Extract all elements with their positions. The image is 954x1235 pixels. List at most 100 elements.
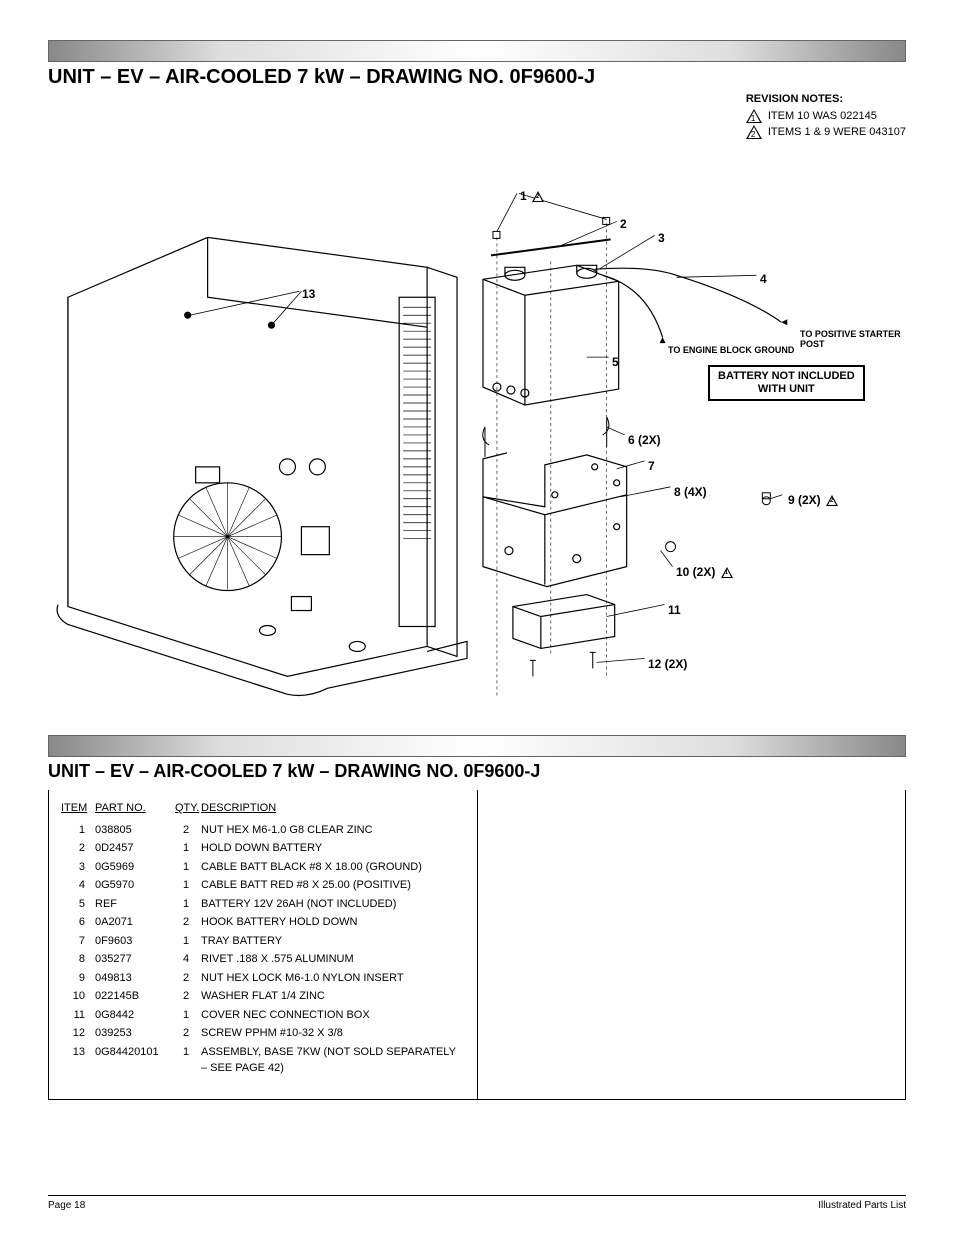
parts-cell: 9 bbox=[61, 969, 95, 988]
parts-cell: COVER NEC CONNECTION BOX bbox=[201, 1006, 465, 1025]
parts-cell: 1 bbox=[175, 858, 201, 877]
parts-cell: 6 bbox=[61, 913, 95, 932]
callout-5: 5 bbox=[612, 355, 619, 369]
parts-cell: SCREW PPHM #10-32 X 3/8 bbox=[201, 1024, 465, 1043]
parts-cell: 2 bbox=[175, 821, 201, 840]
callout-10: 10 (2X) 1 bbox=[676, 565, 735, 579]
parts-cell: 1 bbox=[175, 839, 201, 858]
list-title: UNIT – EV – AIR-COOLED 7 kW – DRAWING NO… bbox=[48, 761, 906, 782]
parts-cell: 1 bbox=[175, 895, 201, 914]
parts-column-left: ITEMPART NO.QTY.DESCRIPTION 10388052NUT … bbox=[49, 790, 477, 1099]
diagram-svg bbox=[48, 97, 906, 717]
table-row: 120392532SCREW PPHM #10-32 X 3/8 bbox=[61, 1024, 465, 1043]
footer-left: Page 18 bbox=[48, 1200, 85, 1211]
callout-9: 9 (2X) 2 bbox=[788, 493, 840, 507]
parts-cell: 0G5970 bbox=[95, 876, 175, 895]
parts-cell: BATTERY 12V 26AH (NOT INCLUDED) bbox=[201, 895, 465, 914]
callout-12: 12 (2X) bbox=[648, 657, 687, 671]
callout-11: 11 bbox=[668, 603, 681, 617]
parts-cell: 13 bbox=[61, 1043, 95, 1078]
parts-header-cell: ITEM bbox=[61, 800, 95, 821]
parts-cell: 10 bbox=[61, 987, 95, 1006]
table-row: 80352774RIVET .188 X .575 ALUMINUM bbox=[61, 950, 465, 969]
parts-cell: 2 bbox=[175, 987, 201, 1006]
parts-cell: 3 bbox=[61, 858, 95, 877]
callout-4: 4 bbox=[760, 272, 767, 286]
callout-6: 6 (2X) bbox=[628, 433, 661, 447]
parts-cell: HOOK BATTERY HOLD DOWN bbox=[201, 913, 465, 932]
parts-cell: 039253 bbox=[95, 1024, 175, 1043]
table-row: 10022145B2WASHER FLAT 1/4 ZINC bbox=[61, 987, 465, 1006]
table-row: 60A20712HOOK BATTERY HOLD DOWN bbox=[61, 913, 465, 932]
table-row: 20D24571HOLD DOWN BATTERY bbox=[61, 839, 465, 858]
parts-cell: CABLE BATT BLACK #8 X 18.00 (GROUND) bbox=[201, 858, 465, 877]
parts-cell: 0G84420101 bbox=[95, 1043, 175, 1078]
table-row: 5REF1BATTERY 12V 26AH (NOT INCLUDED) bbox=[61, 895, 465, 914]
callout-3: 3 bbox=[658, 231, 665, 245]
table-row: 90498132NUT HEX LOCK M6-1.0 NYLON INSERT bbox=[61, 969, 465, 988]
parts-list-section: UNIT – EV – AIR-COOLED 7 kW – DRAWING NO… bbox=[48, 735, 906, 1100]
parts-cell: 5 bbox=[61, 895, 95, 914]
annotation-ground: TO ENGINE BLOCK GROUND bbox=[668, 345, 794, 355]
footer-right: Illustrated Parts List bbox=[818, 1200, 906, 1211]
table-row: 70F96031TRAY BATTERY bbox=[61, 932, 465, 951]
table-row: 40G59701CABLE BATT RED #8 X 25.00 (POSIT… bbox=[61, 876, 465, 895]
parts-cell: 1 bbox=[175, 1043, 201, 1078]
callout-13: 13 bbox=[302, 287, 315, 301]
parts-cell: NUT HEX M6-1.0 G8 CLEAR ZINC bbox=[201, 821, 465, 840]
battery-notice: BATTERY NOT INCLUDED WITH UNIT bbox=[708, 365, 865, 401]
parts-cell: 0F9603 bbox=[95, 932, 175, 951]
table-row: 110G84421COVER NEC CONNECTION BOX bbox=[61, 1006, 465, 1025]
parts-cell: 11 bbox=[61, 1006, 95, 1025]
table-row: 10388052NUT HEX M6-1.0 G8 CLEAR ZINC bbox=[61, 821, 465, 840]
parts-cell: 2 bbox=[61, 839, 95, 858]
parts-cell: 12 bbox=[61, 1024, 95, 1043]
table-row: 30G59691CABLE BATT BLACK #8 X 18.00 (GRO… bbox=[61, 858, 465, 877]
callout-7: 7 bbox=[648, 459, 655, 473]
parts-cell: CABLE BATT RED #8 X 25.00 (POSITIVE) bbox=[201, 876, 465, 895]
parts-cell: 1 bbox=[175, 876, 201, 895]
notice-line1: BATTERY NOT INCLUDED bbox=[718, 370, 855, 383]
parts-cell: REF bbox=[95, 895, 175, 914]
parts-cell: 1 bbox=[175, 1006, 201, 1025]
parts-cell: 035277 bbox=[95, 950, 175, 969]
parts-header-cell: QTY. bbox=[175, 800, 201, 821]
parts-cell: 4 bbox=[175, 950, 201, 969]
header-bar bbox=[48, 40, 906, 62]
annotation-positive: TO POSITIVE STARTER POST bbox=[800, 329, 906, 349]
parts-cell: 2 bbox=[175, 913, 201, 932]
parts-cell: 0A2071 bbox=[95, 913, 175, 932]
exploded-diagram: 1 2 2 3 4 5 6 (2X) 7 8 (4X) 9 (2X) 2 10 (2X) 1 11 1… bbox=[48, 97, 906, 717]
callout-8: 8 (4X) bbox=[674, 485, 707, 499]
parts-cell: 1 bbox=[61, 821, 95, 840]
parts-column-right bbox=[477, 790, 905, 1099]
list-bar bbox=[48, 735, 906, 757]
parts-table: ITEMPART NO.QTY.DESCRIPTION 10388052NUT … bbox=[61, 800, 465, 1078]
parts-list-body: ITEMPART NO.QTY.DESCRIPTION 10388052NUT … bbox=[48, 790, 906, 1100]
parts-cell: 4 bbox=[61, 876, 95, 895]
parts-cell: ASSEMBLY, BASE 7KW (NOT SOLD SEPARATELY … bbox=[201, 1043, 465, 1078]
parts-cell: 022145B bbox=[95, 987, 175, 1006]
parts-cell: 038805 bbox=[95, 821, 175, 840]
page-title: UNIT – EV – AIR-COOLED 7 kW – DRAWING NO… bbox=[48, 66, 906, 89]
page-footer: Page 18 Illustrated Parts List bbox=[48, 1195, 906, 1211]
parts-cell: 1 bbox=[175, 932, 201, 951]
parts-cell: 8 bbox=[61, 950, 95, 969]
callout-1: 1 2 bbox=[520, 189, 546, 203]
parts-cell: 7 bbox=[61, 932, 95, 951]
parts-header-cell: PART NO. bbox=[95, 800, 175, 821]
parts-cell: 0G5969 bbox=[95, 858, 175, 877]
table-row: 130G844201011ASSEMBLY, BASE 7KW (NOT SOL… bbox=[61, 1043, 465, 1078]
parts-cell: RIVET .188 X .575 ALUMINUM bbox=[201, 950, 465, 969]
parts-cell: 0G8442 bbox=[95, 1006, 175, 1025]
parts-cell: 049813 bbox=[95, 969, 175, 988]
parts-header-cell: DESCRIPTION bbox=[201, 800, 465, 821]
parts-cell: TRAY BATTERY bbox=[201, 932, 465, 951]
callout-2: 2 bbox=[620, 217, 627, 231]
parts-cell: 2 bbox=[175, 1024, 201, 1043]
parts-cell: WASHER FLAT 1/4 ZINC bbox=[201, 987, 465, 1006]
parts-cell: 2 bbox=[175, 969, 201, 988]
notice-line2: WITH UNIT bbox=[718, 383, 855, 396]
parts-cell: 0D2457 bbox=[95, 839, 175, 858]
parts-cell: NUT HEX LOCK M6-1.0 NYLON INSERT bbox=[201, 969, 465, 988]
